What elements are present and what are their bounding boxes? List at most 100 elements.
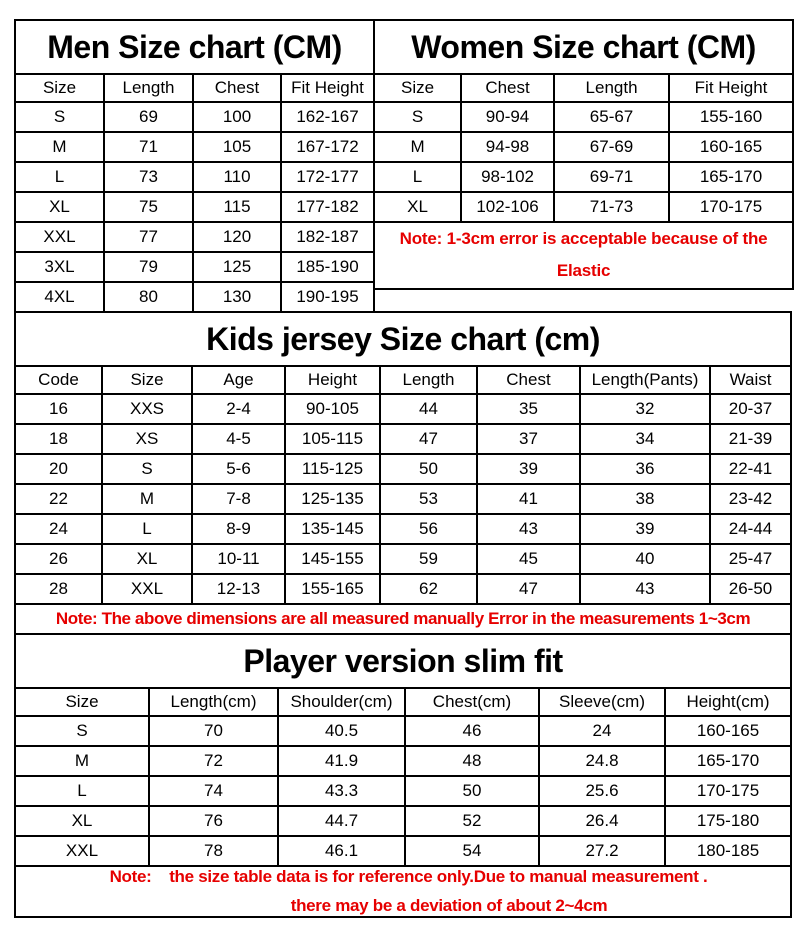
column-header: Size: [14, 687, 150, 717]
women-table-foot: Note: 1-3cm error is acceptable because …: [373, 221, 795, 290]
kids-title-row: Kids jersey Size chart (cm): [13, 311, 793, 367]
table-cell: 155-160: [668, 101, 795, 133]
table-cell: 77: [103, 221, 194, 253]
table-cell: 90-94: [460, 101, 556, 133]
table-cell: L: [101, 513, 193, 545]
table-cell: 20-37: [708, 393, 793, 425]
table-cell: 75: [103, 191, 194, 223]
column-header: Shoulder(cm): [277, 687, 406, 717]
table-cell: 65-67: [553, 101, 671, 133]
table-cell: 43.3: [277, 775, 406, 807]
table-cell: 3XL: [14, 251, 105, 283]
table-cell: 40: [579, 543, 711, 575]
table-cell: 23-42: [708, 483, 793, 515]
player-table-foot: Note: the size table data is for referen…: [13, 865, 793, 918]
table-cell: 47: [379, 423, 478, 455]
table-cell: 24.8: [538, 745, 666, 777]
table-cell: 26.4: [538, 805, 666, 837]
table-cell: 46: [404, 715, 540, 747]
table-cell: 79: [103, 251, 194, 283]
table-cell: 120: [192, 221, 282, 253]
table-cell: 69: [103, 101, 194, 133]
column-header: Age: [191, 365, 286, 395]
men-header-row: Size Length Chest Fit Height: [14, 73, 376, 103]
table-cell: 165-170: [668, 161, 795, 193]
table-cell: 94-98: [460, 131, 556, 163]
table-cell: 22: [14, 483, 103, 515]
table-cell: 38: [579, 483, 711, 515]
kids-note-row: Note: The above dimensions are all measu…: [13, 603, 793, 635]
table-cell: 47: [476, 573, 581, 605]
table-cell: 27.2: [538, 835, 666, 867]
table-cell: 44.7: [277, 805, 406, 837]
table-cell: L: [373, 161, 463, 193]
table-cell: 48: [404, 745, 540, 777]
table-cell: 41: [476, 483, 581, 515]
top-section: Men Size chart (CM) Size Length Chest Fit H…: [13, 19, 795, 313]
table-cell: 52: [404, 805, 540, 837]
table-cell: XS: [101, 423, 193, 455]
table-cell: 37: [476, 423, 581, 455]
men-title-row: Men Size chart (CM): [13, 19, 376, 75]
table-cell: 41.9: [277, 745, 406, 777]
table-cell: 130: [192, 281, 282, 313]
table-row: L 73 110 172-177: [14, 161, 376, 193]
column-header: Length: [379, 365, 478, 395]
column-header: Size: [373, 73, 463, 103]
table-cell: 5-6: [191, 453, 286, 485]
table-cell: XXL: [14, 221, 105, 253]
table-cell: 10-11: [191, 543, 286, 575]
table-cell: 115: [192, 191, 282, 223]
table-cell: 32: [579, 393, 711, 425]
column-header: Length(cm): [148, 687, 279, 717]
table-cell: M: [14, 131, 105, 163]
table-cell: 2-4: [191, 393, 286, 425]
table-cell: 39: [476, 453, 581, 485]
table-cell: 100: [192, 101, 282, 133]
table-cell: 125-135: [284, 483, 381, 515]
kids-header-row: Code Size Age Height Length Chest Length(Pants…: [14, 365, 793, 395]
table-cell: 18: [14, 423, 103, 455]
table-cell: 180-185: [663, 835, 793, 867]
column-header: Chest: [192, 73, 282, 103]
table-cell: 28: [14, 573, 103, 605]
column-header: Length: [103, 73, 194, 103]
table-cell: 54: [404, 835, 540, 867]
table-cell: 24: [538, 715, 666, 747]
table-cell: 172-177: [279, 161, 376, 193]
column-header: Size: [101, 365, 193, 395]
table-cell: 177-182: [279, 191, 376, 223]
table-cell: 155-165: [284, 573, 381, 605]
table-cell: 160-165: [668, 131, 795, 163]
table-row: M 94-98 67-69 160-165: [373, 131, 795, 163]
table-cell: 16: [14, 393, 103, 425]
table-row: 3XL 79 125 185-190: [14, 251, 376, 283]
table-cell: 7-8: [191, 483, 286, 515]
table-cell: 74: [148, 775, 279, 807]
table-cell: XXS: [101, 393, 193, 425]
table-cell: 160-165: [663, 715, 793, 747]
table-cell: L: [14, 775, 150, 807]
table-cell: 12-13: [191, 573, 286, 605]
table-cell: 162-167: [279, 101, 376, 133]
table-cell: 43: [579, 573, 711, 605]
column-header: Length: [553, 73, 671, 103]
table-cell: XL: [14, 805, 150, 837]
table-cell: 102-106: [460, 191, 556, 223]
women-size-table: Women Size chart (CM) Size Chest Length Fit…: [373, 19, 795, 290]
table-cell: 105: [192, 131, 282, 163]
kids-table-body: 16 XXS 2-4 90-105 44 35 32 20-37 18 XS 4-5 105-115 4…: [14, 393, 793, 605]
table-cell: 167-172: [279, 131, 376, 163]
table-cell: 59: [379, 543, 478, 575]
table-row: M 71 105 167-172: [14, 131, 376, 163]
table-cell: S: [101, 453, 193, 485]
table-row: 16 XXS 2-4 90-105 44 35 32 20-37: [14, 393, 793, 425]
player-note-line1: Note: the size table data is for referen…: [109, 867, 708, 886]
table-row: S 70 40.5 46 24 160-165: [14, 715, 793, 747]
player-note: Note: the size table data is for referen…: [13, 865, 793, 918]
table-cell: M: [14, 745, 150, 777]
table-cell: 45: [476, 543, 581, 575]
men-table-head: Men Size chart (CM) Size Length Chest Fit H…: [13, 19, 376, 103]
kids-table-foot: Note: The above dimensions are all measu…: [13, 603, 793, 635]
